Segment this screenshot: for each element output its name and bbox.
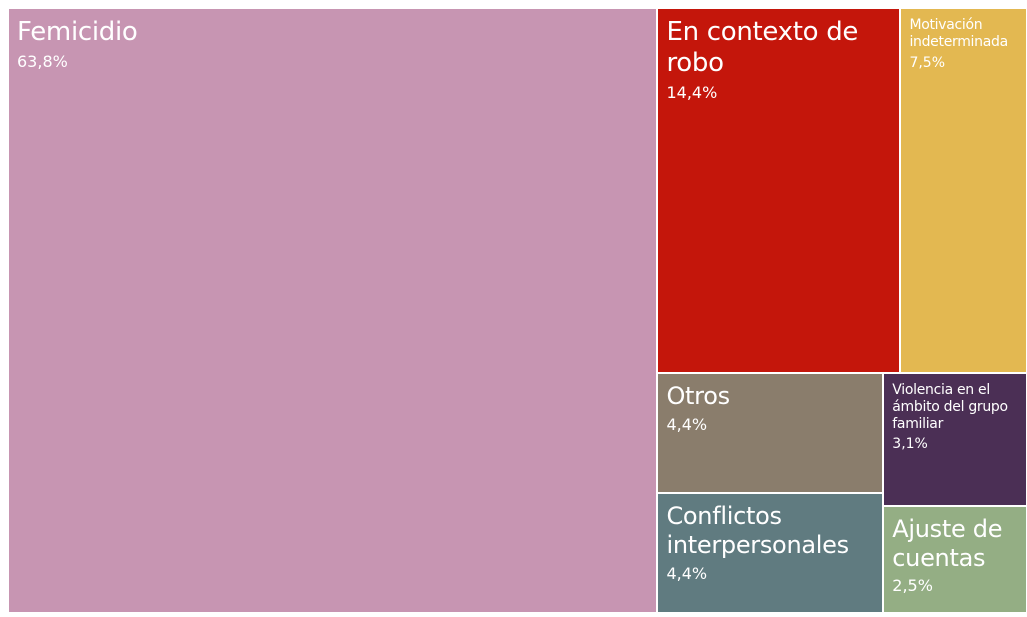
tile-value: 4,4% [666,563,708,583]
tile-value: 3,1% [892,436,928,453]
tile-label: Conflictos interpersonales [666,502,849,559]
tile-value: 63,8% [17,52,68,72]
tile: En contexto de robo 14,4% [657,8,901,373]
tile: Conflictos interpersonales 4,4% [657,493,884,613]
tile: Violencia en el ámbito del grupo familia… [883,373,1027,506]
tile: Motivación indeterminada 7,5% [900,8,1027,373]
treemap: Femicidio 63,8% En contexto de robo 14,4% Mo… [8,8,1027,613]
tile-value: 7,5% [909,54,946,71]
tile-label: Violencia en el ámbito del grupo familia… [892,382,1008,432]
tile-label: En contexto de robo [666,17,859,79]
tile-label: Otros [666,382,730,410]
tile: Ajuste de cuentas 2,5% [883,505,1027,613]
tile-value: 4,4% [666,414,708,434]
tile-label: Motivación indeterminada [909,17,1008,50]
tile-label: Ajuste de cuentas [892,514,1003,572]
tile-label: Femicidio [17,17,138,47]
tile-value: 2,5% [892,576,933,596]
tile-value: 14,4% [666,83,718,103]
tile: Otros 4,4% [657,373,884,493]
tile: Femicidio 63,8% [8,8,658,613]
